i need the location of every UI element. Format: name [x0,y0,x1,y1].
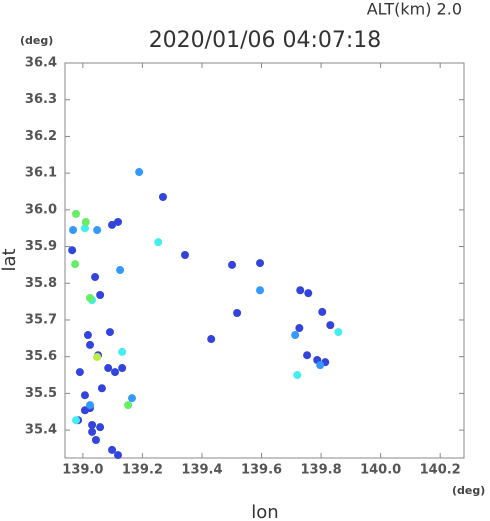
echo [93,226,102,235]
x-tick-label: 139.6 [241,463,282,478]
altitude: ALT(km) 2.0 [367,0,462,19]
x-tick-label: 139.0 [62,463,103,478]
echo [118,364,127,373]
chart-title: 2020/01/06 04:07:18 [149,28,382,53]
y-tick-label: 36.2 [25,129,57,144]
echo [154,238,163,247]
echo [68,246,77,255]
echo [80,224,89,233]
echo [256,286,265,295]
echo [91,436,100,445]
x-tick-label: 140.0 [360,463,401,478]
echo [124,401,133,410]
y-tick-label: 36.3 [25,92,57,107]
echo [88,427,97,436]
echo [293,371,302,380]
echo [81,217,90,226]
y-axis-label: lat [0,248,20,271]
echo [118,347,127,356]
echo [127,394,136,403]
echo [69,226,78,235]
echo [296,286,305,295]
echo [72,209,81,218]
echo [256,259,265,268]
echo [88,420,97,429]
echo [111,368,120,377]
y-tick-label: 36.1 [25,166,57,181]
y-unit: (deg) [20,34,53,47]
y-tick-label: 35.5 [25,386,57,401]
echo [304,289,313,298]
echo [158,192,167,201]
echo [233,308,242,317]
echo [72,416,81,425]
y-tick-label: 35.4 [25,423,57,438]
x-tick-label: 139.2 [122,463,163,478]
echo [303,351,312,360]
echo [114,451,123,460]
echo [86,401,95,410]
echo [83,331,92,340]
x-axis-label: lon [251,502,278,521]
echo [295,324,304,333]
echo [207,335,216,344]
echo [334,328,343,337]
x-tick-label: 140.2 [420,463,461,478]
x-tick-label: 139.4 [181,463,222,478]
echo [96,291,105,300]
x-unit: (deg) [452,484,485,497]
echo [86,340,95,349]
echo [80,391,89,400]
y-tick-label: 35.7 [25,312,57,327]
echo [97,384,106,393]
echo [91,273,100,282]
echo [326,321,335,330]
echo [105,328,114,337]
echo [114,217,123,226]
echo [318,307,327,316]
echo [116,266,125,275]
echo [135,168,144,177]
echo [96,423,105,432]
echo [104,364,113,373]
plot-frame [64,62,465,459]
echo [316,361,325,370]
echo [75,368,84,377]
echo [93,353,102,362]
echo [108,445,117,454]
echo [228,260,237,269]
y-tick-label: 35.8 [25,276,57,291]
y-tick-label: 36.4 [25,56,57,71]
echo [291,331,300,340]
echo [108,220,117,229]
y-tick-label: 35.9 [25,239,57,254]
x-tick-label: 139.8 [301,463,342,478]
y-tick-label: 36.0 [25,202,57,217]
echo [180,250,189,259]
echo [86,293,95,302]
y-tick-label: 35.6 [25,349,57,364]
echo [71,260,80,269]
